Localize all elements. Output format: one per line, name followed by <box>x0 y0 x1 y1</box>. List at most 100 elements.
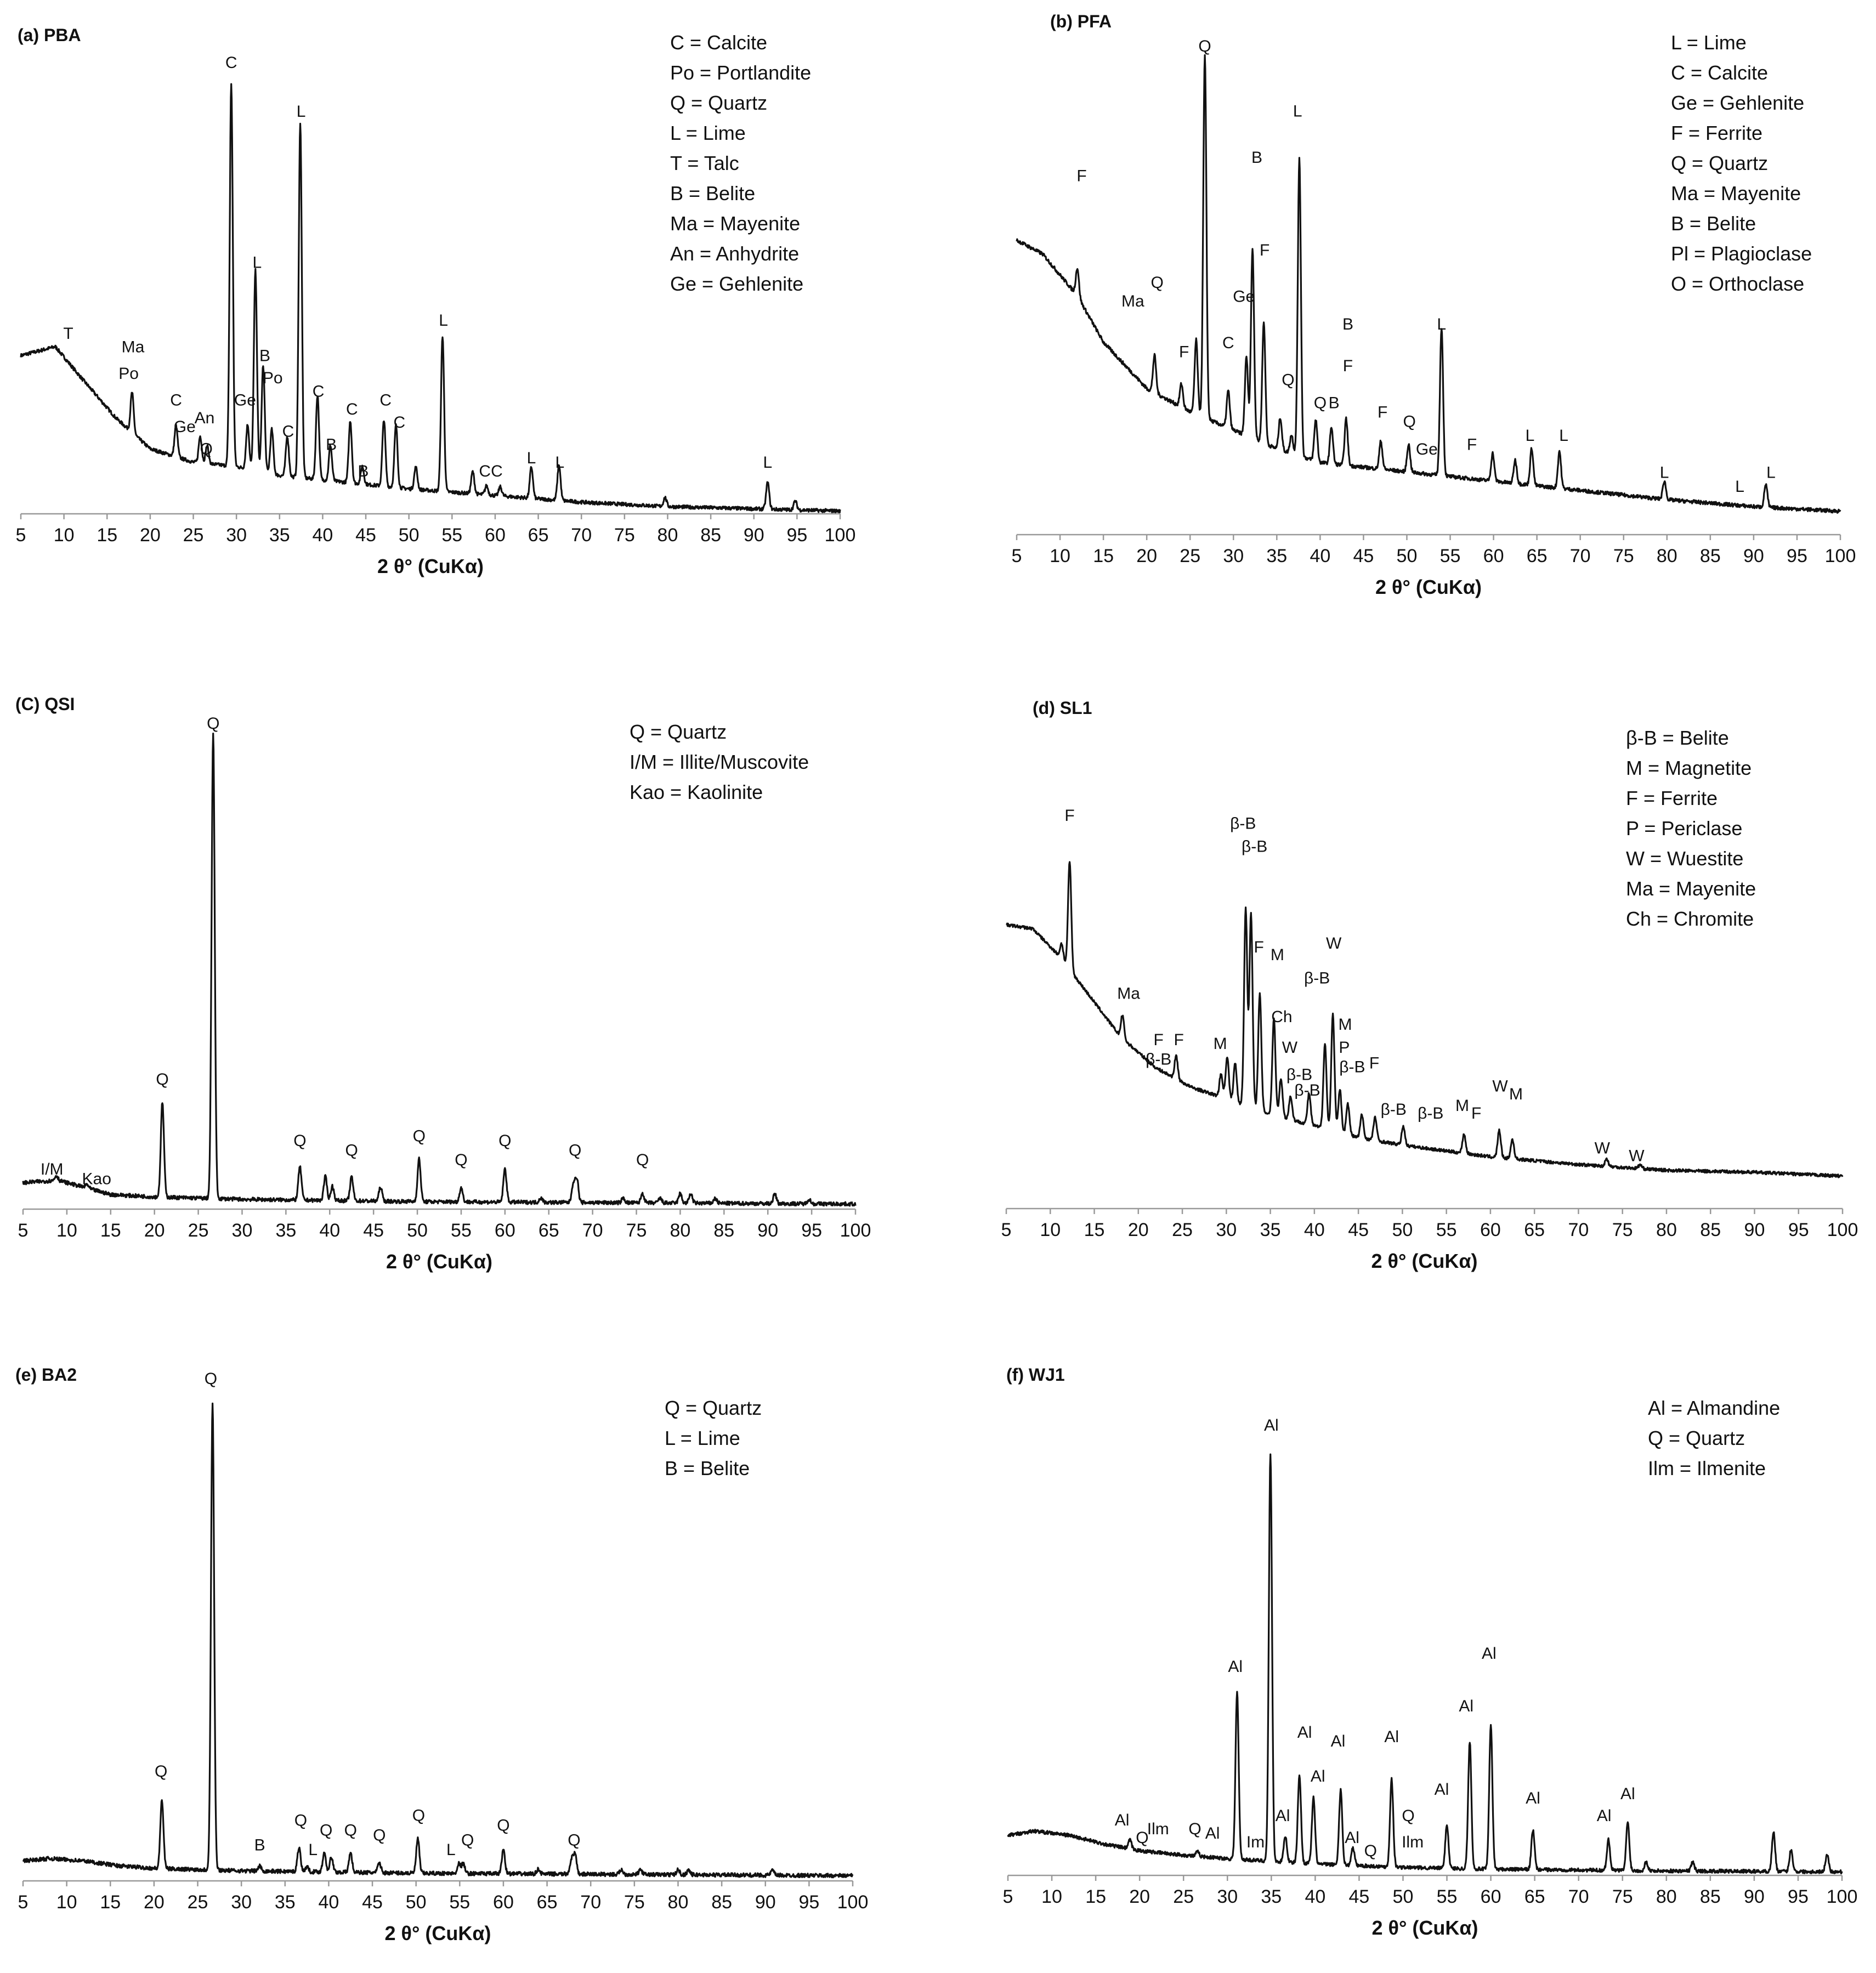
x-tick-label: 20 <box>1129 1886 1150 1907</box>
peak-label: T <box>63 325 73 343</box>
peak-label: F <box>1467 436 1477 454</box>
legend-entry: C = Calcite <box>1671 61 1768 84</box>
x-tick-label: 25 <box>183 525 204 546</box>
x-tick-label: 70 <box>1568 1220 1589 1240</box>
x-tick-label: 85 <box>1700 546 1721 566</box>
peak-label: M <box>1509 1085 1523 1103</box>
legend-entry: B = Belite <box>670 182 755 205</box>
peak-label: Q <box>569 1142 581 1160</box>
x-tick-label: 60 <box>1481 1886 1501 1907</box>
legend-entry: B = Belite <box>665 1457 750 1479</box>
peak-label: Q <box>1188 1820 1201 1838</box>
peak-label: Ge <box>234 392 256 410</box>
x-tick-label: 75 <box>1612 1220 1633 1240</box>
peak-label: B <box>259 347 270 365</box>
peak-label: C <box>379 392 392 410</box>
x-tick-label: 90 <box>1744 1220 1765 1240</box>
x-tick-label: 20 <box>1128 1220 1149 1240</box>
peak-label: Q <box>1403 412 1416 430</box>
x-tick-label: 15 <box>1085 1886 1106 1907</box>
peak-label: Q <box>155 1762 167 1781</box>
peak-label: Q <box>293 1132 306 1150</box>
peak-label: L <box>1293 102 1302 120</box>
x-tick-label: 70 <box>580 1892 601 1913</box>
x-tick-label: 15 <box>1093 546 1114 566</box>
peak-label: L <box>1735 478 1744 496</box>
peak-label: C <box>170 392 182 410</box>
peak-label: CC <box>479 462 502 480</box>
x-tick-label: 75 <box>626 1220 647 1241</box>
peak-label: L <box>527 449 536 467</box>
peak-label: I/M <box>41 1160 64 1178</box>
peak-label: Q <box>344 1821 357 1839</box>
peak-label: F <box>1343 357 1353 375</box>
legend-entry: L = Lime <box>665 1427 740 1449</box>
peak-label: Al <box>1228 1658 1243 1676</box>
peak-label: Al <box>1297 1723 1312 1742</box>
x-tick-label: 30 <box>1217 1886 1238 1907</box>
peak-label: B <box>1329 394 1340 412</box>
x-tick-label: 20 <box>144 1892 165 1913</box>
x-tick-label: 40 <box>1305 1886 1325 1907</box>
peak-label: B <box>1251 149 1262 167</box>
peak-label: Q <box>205 1370 217 1388</box>
x-tick-label: 80 <box>1657 546 1677 566</box>
panel-f: (f) WJ1 5 10 15 20 25 30 35 40 45 50 55 60 65 70 75 80 85… <box>1003 1365 1858 1939</box>
peak-label: Q <box>1150 274 1163 292</box>
peak-label: Q <box>345 1142 358 1160</box>
legend-entry: Q = Quartz <box>1671 152 1768 174</box>
peak-label: L <box>1766 463 1776 481</box>
legend-entry: B = Belite <box>1671 212 1756 235</box>
x-axis-label: 2 θ° (CuKα) <box>1372 1917 1478 1939</box>
peak-label: An <box>195 409 215 427</box>
peak-label: Al <box>1435 1781 1449 1799</box>
x-tick-label: 35 <box>269 525 290 546</box>
x-axis-label: 2 θ° (CuKα) <box>386 1250 492 1273</box>
panel-e: (e) BA2 5 10 15 20 25 30 35 40 45 50 55 60 65 70 75 80 85… <box>15 1365 868 1944</box>
peak-label: B <box>254 1836 265 1854</box>
peak-label: Ge <box>174 418 196 436</box>
x-tick-label: 95 <box>798 1892 819 1913</box>
legend-entry: Q = Quartz <box>630 721 727 743</box>
x-tick-label: 15 <box>1084 1220 1105 1240</box>
peak-label: β-B <box>1294 1081 1320 1099</box>
x-tick-label: 95 <box>1788 1220 1809 1240</box>
x-tick-label: 55 <box>449 1892 470 1913</box>
x-tick-label: 95 <box>801 1220 822 1241</box>
x-tick-label: 55 <box>1440 546 1461 566</box>
chart-title: (f) WJ1 <box>1006 1365 1065 1385</box>
x-tick-label: 80 <box>658 525 678 546</box>
x-tick-label: 10 <box>54 525 75 546</box>
x-tick-label: 55 <box>1437 1886 1458 1907</box>
peak-label: Q <box>294 1812 307 1830</box>
x-tick-label: 85 <box>1700 1220 1721 1240</box>
peak-label: W <box>1595 1139 1611 1158</box>
peak-label: Al <box>1482 1645 1497 1663</box>
peak-label: F <box>1076 167 1086 185</box>
peak-label: Q <box>455 1151 467 1169</box>
peak-label: C <box>282 422 294 440</box>
legend-entry: T = Talc <box>670 152 739 174</box>
legend-entry: Kao = Kaolinite <box>630 781 763 803</box>
series-line <box>1006 861 1844 1178</box>
x-tick-label: 75 <box>1612 1886 1633 1907</box>
peak-label: Q <box>156 1070 168 1088</box>
x-tick-label: 100 <box>825 525 856 546</box>
peak-label: W <box>1629 1147 1645 1165</box>
panel-a: (a) PBA 5 10 15 20 25 30 35 40 45 50 55 60 65 70 75 80 85… <box>16 25 856 577</box>
x-tick-label: 10 <box>1050 546 1070 566</box>
x-tick-label: 40 <box>1310 546 1330 566</box>
peak-label: L <box>308 1841 318 1859</box>
peak-label: B <box>326 436 337 454</box>
peak-label: Ilm <box>1147 1820 1169 1838</box>
x-tick-label: 100 <box>840 1220 871 1241</box>
legend-entry: Ma = Mayenite <box>1671 182 1801 205</box>
x-axis-label: 2 θ° (CuKα) <box>377 555 484 577</box>
peak-label: L <box>1437 315 1446 333</box>
legend-entry: F = Ferrite <box>1671 122 1762 144</box>
peak-label: M <box>1455 1097 1469 1115</box>
x-tick-label: 65 <box>1524 1886 1545 1907</box>
peak-label: Ma <box>1117 985 1140 1003</box>
peak-label: Im <box>1246 1833 1265 1851</box>
